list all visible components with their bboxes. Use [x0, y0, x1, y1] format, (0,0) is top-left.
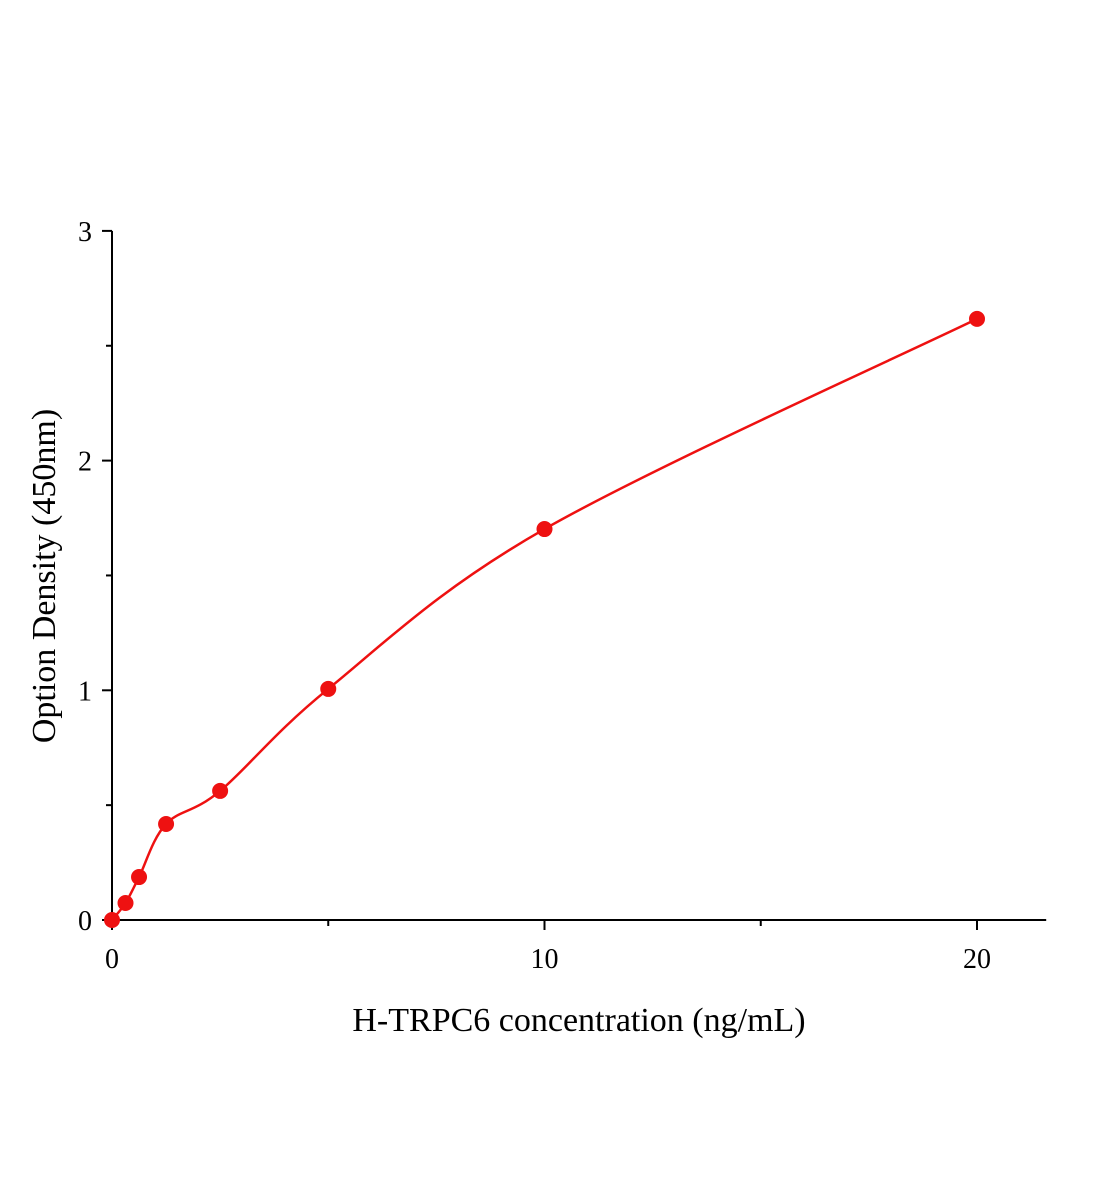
- y-tick-label: 1: [78, 676, 92, 707]
- x-tick-label: 10: [531, 944, 559, 975]
- data-point: [320, 680, 337, 697]
- data-point: [212, 782, 229, 799]
- data-point: [117, 895, 134, 912]
- y-tick-label: 2: [78, 447, 92, 478]
- y-axis-label: Option Density (450nm): [26, 409, 63, 743]
- axes: 0 10 20 0 1 2 3: [78, 217, 1047, 975]
- x-tick-label: 0: [105, 944, 119, 975]
- data-point: [104, 912, 120, 928]
- data-point: [158, 815, 175, 832]
- data-points: [104, 310, 985, 928]
- x-axis-label: H-TRPC6 concentration (ng/mL): [352, 1002, 805, 1039]
- data-point: [969, 310, 985, 327]
- y-tick-label: 0: [78, 906, 92, 937]
- y-tick-label: 3: [78, 217, 92, 248]
- data-point: [131, 869, 148, 886]
- x-tick-label: 20: [963, 944, 991, 975]
- fit-curve: [111, 317, 978, 921]
- data-point: [536, 521, 553, 538]
